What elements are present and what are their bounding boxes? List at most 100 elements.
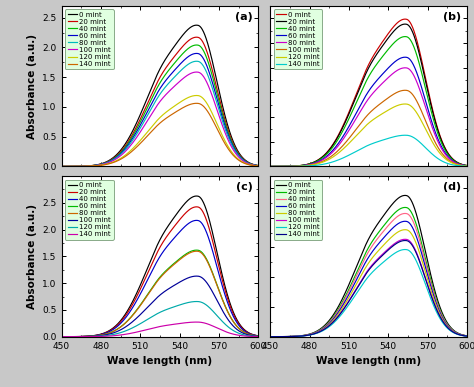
100 mint xyxy=(194,274,200,278)
140 mint xyxy=(416,139,421,144)
100 mint xyxy=(383,97,389,102)
0 mint xyxy=(402,193,408,198)
Line: 20 mint: 20 mint xyxy=(62,37,258,166)
100 mint xyxy=(255,334,261,339)
100 mint xyxy=(356,123,362,128)
Text: (b): (b) xyxy=(443,12,461,22)
0 mint xyxy=(59,334,64,339)
60 mint xyxy=(383,68,389,73)
60 mint xyxy=(356,272,362,277)
100 mint xyxy=(402,88,408,92)
40 mint xyxy=(416,59,421,63)
40 mint xyxy=(302,163,308,167)
Legend: 0 mint, 20 mint, 40 mint, 60 mint, 80 mint, 100 mint, 120 mint, 140 mint: 0 mint, 20 mint, 40 mint, 60 mint, 80 mi… xyxy=(65,9,113,69)
40 mint xyxy=(255,163,261,168)
20 mint xyxy=(194,205,200,209)
140 mint xyxy=(194,101,200,106)
20 mint xyxy=(175,220,181,224)
20 mint xyxy=(356,265,362,269)
120 mint xyxy=(383,109,389,114)
Line: 100 mint: 100 mint xyxy=(62,72,258,166)
120 mint xyxy=(194,299,200,304)
60 mint xyxy=(318,158,324,163)
0 mint xyxy=(207,221,213,225)
Legend: 0 mint, 20 mint, 40 mint, 60 mint, 80 mint, 100 mint, 120 mint, 140 mint: 0 mint, 20 mint, 40 mint, 60 mint, 80 mi… xyxy=(65,180,113,240)
140 mint xyxy=(59,334,64,339)
140 mint xyxy=(399,133,404,138)
80 mint xyxy=(109,330,115,334)
0 mint xyxy=(190,195,196,199)
20 mint xyxy=(464,163,470,168)
80 mint xyxy=(267,164,273,169)
Line: 0 mint: 0 mint xyxy=(270,19,467,166)
Line: 40 mint: 40 mint xyxy=(270,37,467,166)
80 mint xyxy=(93,334,99,338)
120 mint xyxy=(464,164,470,168)
0 mint xyxy=(416,220,421,224)
Legend: 0 mint, 20 mint, 40 mint, 60 mint, 80 mint, 100 mint, 120 mint, 140 mint: 0 mint, 20 mint, 40 mint, 60 mint, 80 mi… xyxy=(273,180,322,240)
60 mint xyxy=(399,219,404,224)
0 mint xyxy=(148,87,154,92)
140 mint xyxy=(190,320,196,324)
0 mint xyxy=(175,211,181,215)
40 mint xyxy=(59,334,64,339)
40 mint xyxy=(59,164,64,169)
40 mint xyxy=(207,66,213,70)
80 mint xyxy=(255,334,261,339)
0 mint xyxy=(109,156,115,161)
140 mint xyxy=(356,147,362,152)
Line: 120 mint: 120 mint xyxy=(270,104,467,166)
40 mint xyxy=(402,34,408,39)
100 mint xyxy=(109,331,115,336)
40 mint xyxy=(356,268,362,272)
0 mint xyxy=(402,17,408,21)
140 mint xyxy=(356,283,362,287)
60 mint xyxy=(175,65,181,69)
40 mint xyxy=(267,164,273,169)
140 mint xyxy=(267,164,273,169)
Line: 0 mint: 0 mint xyxy=(62,196,258,337)
20 mint xyxy=(148,264,154,269)
140 mint xyxy=(109,334,115,338)
80 mint xyxy=(383,77,389,82)
60 mint xyxy=(464,334,470,338)
80 mint xyxy=(302,163,308,168)
Line: 120 mint: 120 mint xyxy=(270,250,467,337)
60 mint xyxy=(190,248,196,253)
80 mint xyxy=(93,163,99,168)
Line: 80 mint: 80 mint xyxy=(62,61,258,166)
40 mint xyxy=(190,43,196,48)
100 mint xyxy=(194,70,200,74)
Line: 140 mint: 140 mint xyxy=(62,322,258,337)
140 mint xyxy=(255,164,261,168)
100 mint xyxy=(207,285,213,290)
Y-axis label: Absorbance (a.u.): Absorbance (a.u.) xyxy=(27,34,37,139)
Line: 0 mint: 0 mint xyxy=(270,195,467,337)
0 mint xyxy=(318,156,324,161)
0 mint xyxy=(207,50,213,55)
80 mint xyxy=(255,163,261,168)
0 mint xyxy=(93,333,99,337)
Line: 100 mint: 100 mint xyxy=(62,276,258,337)
20 mint xyxy=(93,163,99,167)
120 mint xyxy=(109,332,115,337)
20 mint xyxy=(255,334,261,338)
Line: 140 mint: 140 mint xyxy=(270,240,467,337)
140 mint xyxy=(207,113,213,118)
40 mint xyxy=(194,43,200,47)
0 mint xyxy=(416,45,421,50)
20 mint xyxy=(190,36,196,40)
60 mint xyxy=(383,233,389,237)
40 mint xyxy=(148,99,154,103)
120 mint xyxy=(194,93,200,98)
Text: (c): (c) xyxy=(236,183,253,192)
140 mint xyxy=(302,164,308,168)
Line: 120 mint: 120 mint xyxy=(62,96,258,166)
40 mint xyxy=(93,163,99,168)
Line: 40 mint: 40 mint xyxy=(62,45,258,166)
60 mint xyxy=(148,103,154,108)
20 mint xyxy=(416,230,421,235)
80 mint xyxy=(175,259,181,264)
120 mint xyxy=(175,303,181,308)
60 mint xyxy=(267,164,273,169)
